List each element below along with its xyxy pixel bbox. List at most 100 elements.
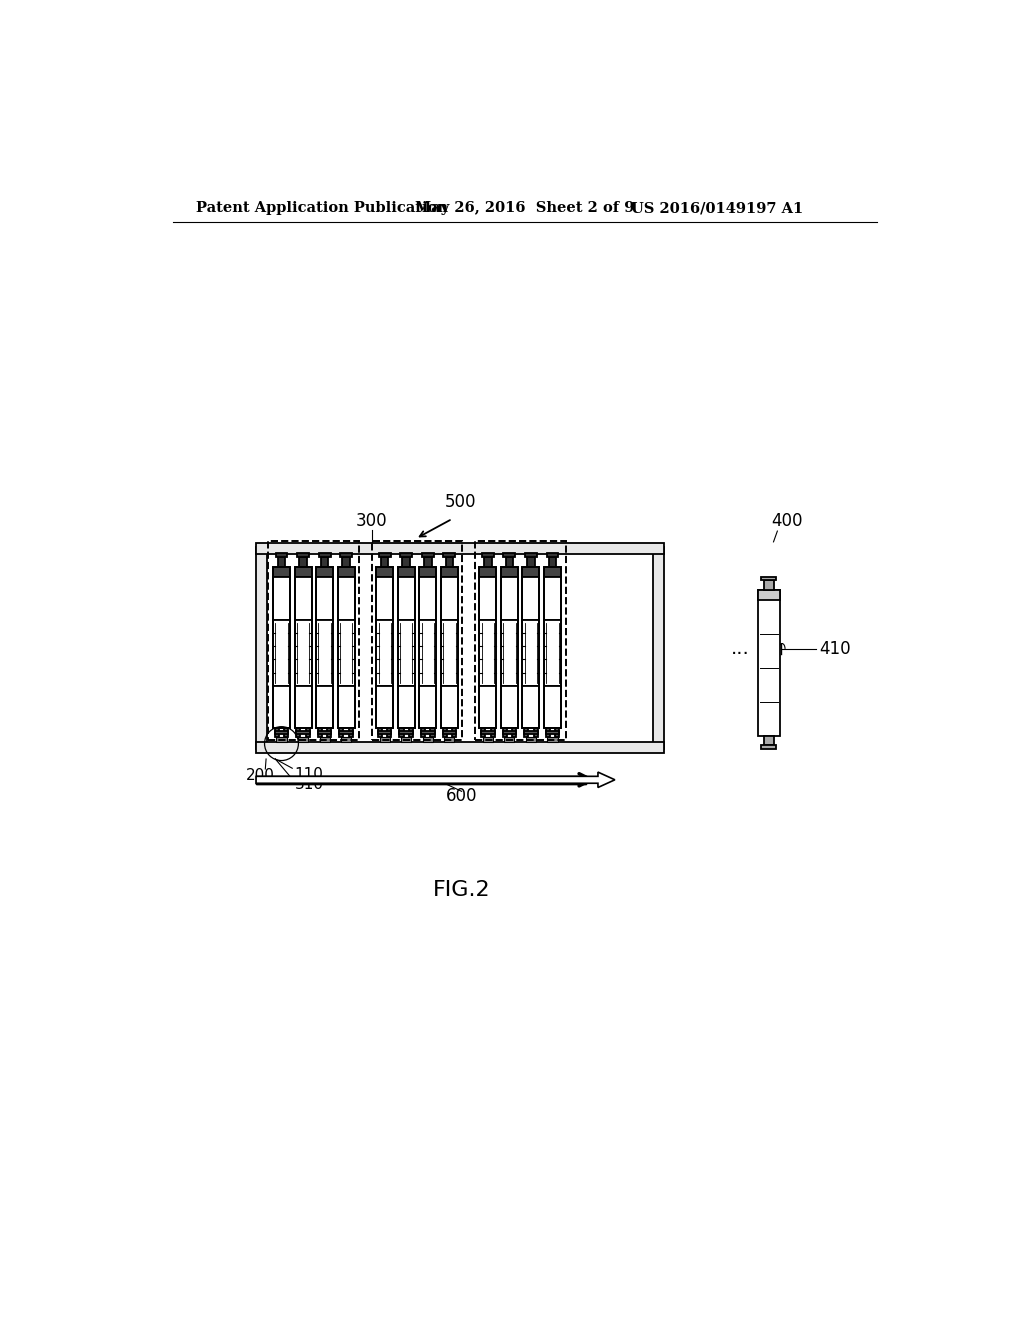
Bar <box>544 619 561 686</box>
Bar <box>256 742 665 752</box>
Text: 400: 400 <box>772 512 803 529</box>
Text: 200: 200 <box>246 768 274 784</box>
Bar <box>764 581 774 590</box>
Bar <box>295 577 311 619</box>
Bar <box>764 737 774 744</box>
Bar <box>321 557 329 566</box>
Bar <box>397 619 415 686</box>
Bar <box>501 566 518 729</box>
Text: 500: 500 <box>444 494 476 511</box>
Bar <box>526 738 536 742</box>
Bar <box>501 619 518 686</box>
Text: US 2016/0149197 A1: US 2016/0149197 A1 <box>631 202 803 215</box>
Bar <box>475 541 565 739</box>
Bar <box>653 548 665 748</box>
Bar <box>397 686 415 729</box>
Bar <box>441 686 458 729</box>
Bar <box>342 557 350 566</box>
Bar <box>481 731 495 734</box>
Bar <box>349 729 353 738</box>
Bar <box>273 577 290 619</box>
FancyArrow shape <box>256 772 614 788</box>
Bar <box>522 566 540 577</box>
Bar <box>503 729 507 738</box>
Bar <box>522 566 540 729</box>
Text: 300: 300 <box>355 512 387 529</box>
Text: 310: 310 <box>295 777 324 792</box>
Bar <box>256 776 587 784</box>
Bar <box>397 566 415 577</box>
Bar <box>316 686 333 729</box>
Bar <box>479 619 497 686</box>
Bar <box>317 731 332 734</box>
Bar <box>400 553 412 557</box>
Bar <box>419 577 436 619</box>
Bar <box>273 566 290 729</box>
Bar <box>296 729 300 738</box>
Bar <box>524 731 538 734</box>
Bar <box>376 619 393 686</box>
Text: 600: 600 <box>445 787 477 805</box>
Bar <box>339 729 343 738</box>
Bar <box>380 738 390 742</box>
Bar <box>399 731 413 734</box>
Bar <box>378 731 391 734</box>
Bar <box>479 566 497 577</box>
Bar <box>378 729 382 738</box>
Bar <box>306 729 310 738</box>
Bar <box>285 729 289 738</box>
Bar <box>274 729 279 738</box>
Bar <box>338 619 354 686</box>
Bar <box>441 577 458 619</box>
Bar <box>298 738 308 742</box>
Bar <box>422 553 434 557</box>
Bar <box>421 731 434 734</box>
Bar <box>444 738 455 742</box>
Bar <box>419 686 436 729</box>
Bar <box>546 731 559 734</box>
Bar <box>276 738 287 742</box>
Bar <box>534 729 538 738</box>
Bar <box>402 557 410 566</box>
Bar <box>296 731 310 734</box>
Bar <box>548 738 558 742</box>
Bar <box>381 557 388 566</box>
Bar <box>275 553 288 557</box>
Bar <box>419 566 436 729</box>
Bar <box>340 553 352 557</box>
Bar <box>338 566 354 729</box>
Bar <box>482 738 493 742</box>
Bar <box>256 776 587 784</box>
Bar <box>441 619 458 686</box>
Bar <box>504 738 514 742</box>
Bar <box>317 729 322 738</box>
Bar <box>318 553 331 557</box>
Bar <box>501 577 518 619</box>
Bar <box>547 553 558 557</box>
Bar <box>376 566 393 729</box>
Bar <box>546 729 550 738</box>
Bar <box>482 553 494 557</box>
Bar <box>522 577 540 619</box>
Bar <box>445 557 454 566</box>
Bar <box>256 544 665 554</box>
Bar <box>387 729 391 738</box>
Bar <box>339 731 353 734</box>
Bar <box>524 729 528 738</box>
Bar <box>338 566 354 577</box>
Bar <box>758 590 779 737</box>
Bar <box>430 729 434 738</box>
Bar <box>419 619 436 686</box>
Bar <box>295 686 311 729</box>
Bar <box>295 566 311 577</box>
Bar <box>522 619 540 686</box>
Bar <box>762 744 776 748</box>
Bar <box>441 566 458 729</box>
Bar <box>273 686 290 729</box>
Bar <box>338 577 354 619</box>
Bar <box>316 619 333 686</box>
Bar <box>424 557 431 566</box>
Bar <box>419 566 436 577</box>
Bar <box>544 566 561 729</box>
Bar <box>341 738 351 742</box>
